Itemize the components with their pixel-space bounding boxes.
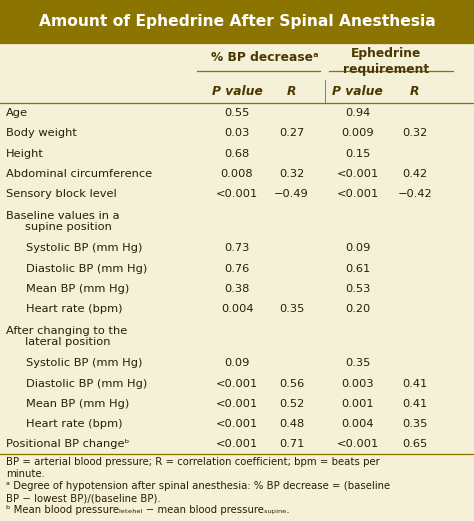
Text: 0.65: 0.65 xyxy=(402,439,428,449)
Text: Positional BP changeᵇ: Positional BP changeᵇ xyxy=(6,439,129,449)
Text: 0.53: 0.53 xyxy=(345,284,371,294)
Text: Mean BP (mm Hg): Mean BP (mm Hg) xyxy=(26,399,129,409)
Text: 0.32: 0.32 xyxy=(402,129,428,139)
Text: After changing to the: After changing to the xyxy=(6,326,128,336)
Text: 0.71: 0.71 xyxy=(279,439,304,449)
Text: 0.41: 0.41 xyxy=(402,399,428,409)
Text: 0.55: 0.55 xyxy=(224,108,250,118)
Text: Diastolic BP (mm Hg): Diastolic BP (mm Hg) xyxy=(26,264,147,274)
Text: % BP decreaseᵃ: % BP decreaseᵃ xyxy=(210,51,318,64)
Text: 0.27: 0.27 xyxy=(279,129,304,139)
Text: Systolic BP (mm Hg): Systolic BP (mm Hg) xyxy=(26,358,143,368)
Text: 0.35: 0.35 xyxy=(279,304,304,314)
Text: Diastolic BP (mm Hg): Diastolic BP (mm Hg) xyxy=(26,379,147,389)
Text: Heart rate (bpm): Heart rate (bpm) xyxy=(26,304,123,314)
Text: 0.20: 0.20 xyxy=(345,304,371,314)
Text: 0.004: 0.004 xyxy=(342,419,374,429)
Text: <0.001: <0.001 xyxy=(337,189,379,199)
Text: −0.49: −0.49 xyxy=(274,189,309,199)
Text: 0.56: 0.56 xyxy=(279,379,304,389)
Text: Sensory block level: Sensory block level xyxy=(6,189,117,199)
Text: <0.001: <0.001 xyxy=(216,379,258,389)
Bar xyxy=(0,0,474,43)
Text: −0.42: −0.42 xyxy=(397,189,432,199)
Text: 0.09: 0.09 xyxy=(224,358,250,368)
Text: 0.52: 0.52 xyxy=(279,399,304,409)
Text: ᵃ Degree of hypotension after spinal anesthesia: % BP decrease = (baseline: ᵃ Degree of hypotension after spinal ane… xyxy=(6,481,390,491)
Text: Amount of Ephedrine After Spinal Anesthesia: Amount of Ephedrine After Spinal Anesthe… xyxy=(38,14,436,29)
Text: 0.35: 0.35 xyxy=(402,419,428,429)
Text: P value: P value xyxy=(332,85,383,98)
Text: 0.61: 0.61 xyxy=(345,264,371,274)
Text: 0.001: 0.001 xyxy=(342,399,374,409)
Text: 0.003: 0.003 xyxy=(342,379,374,389)
Text: 0.73: 0.73 xyxy=(224,243,250,253)
Text: P value: P value xyxy=(211,85,263,98)
Text: <0.001: <0.001 xyxy=(337,169,379,179)
Text: 0.03: 0.03 xyxy=(224,129,250,139)
Text: <0.001: <0.001 xyxy=(216,439,258,449)
Text: 0.008: 0.008 xyxy=(221,169,253,179)
Text: 0.35: 0.35 xyxy=(345,358,371,368)
Text: Height: Height xyxy=(6,148,44,158)
Text: ᵇ Mean blood pressureₗₑₜₑₕₑₗ − mean blood pressureₛᵤₚᵢₙₑ.: ᵇ Mean blood pressureₗₑₜₑₕₑₗ − mean bloo… xyxy=(6,505,290,515)
Text: 0.38: 0.38 xyxy=(224,284,250,294)
Text: supine position: supine position xyxy=(25,222,112,232)
Text: BP = arterial blood pressure; R = correlation coefficient; bpm = beats per: BP = arterial blood pressure; R = correl… xyxy=(6,457,380,467)
Text: 0.42: 0.42 xyxy=(402,169,428,179)
Text: <0.001: <0.001 xyxy=(337,439,379,449)
Text: R: R xyxy=(287,85,296,98)
Text: Baseline values in a: Baseline values in a xyxy=(6,210,119,220)
Text: BP − lowest BP)/(baseline BP).: BP − lowest BP)/(baseline BP). xyxy=(6,493,161,503)
Text: <0.001: <0.001 xyxy=(216,399,258,409)
Text: lateral position: lateral position xyxy=(25,337,110,347)
Text: <0.001: <0.001 xyxy=(216,419,258,429)
Text: Abdominal circumference: Abdominal circumference xyxy=(6,169,152,179)
Text: <0.001: <0.001 xyxy=(216,189,258,199)
Text: 0.09: 0.09 xyxy=(345,243,371,253)
Text: Mean BP (mm Hg): Mean BP (mm Hg) xyxy=(26,284,129,294)
Text: 0.68: 0.68 xyxy=(224,148,250,158)
Text: minute.: minute. xyxy=(6,469,45,479)
Text: Age: Age xyxy=(6,108,28,118)
Text: 0.004: 0.004 xyxy=(221,304,253,314)
Text: 0.009: 0.009 xyxy=(342,129,374,139)
Text: Systolic BP (mm Hg): Systolic BP (mm Hg) xyxy=(26,243,143,253)
Text: 0.32: 0.32 xyxy=(279,169,304,179)
Text: Body weight: Body weight xyxy=(6,129,77,139)
Text: 0.48: 0.48 xyxy=(279,419,304,429)
Text: Heart rate (bpm): Heart rate (bpm) xyxy=(26,419,123,429)
Text: 0.15: 0.15 xyxy=(345,148,371,158)
Text: 0.76: 0.76 xyxy=(224,264,250,274)
Text: 0.94: 0.94 xyxy=(345,108,371,118)
Text: Ephedrine
requirement: Ephedrine requirement xyxy=(343,47,429,76)
Text: R: R xyxy=(410,85,419,98)
Text: 0.41: 0.41 xyxy=(402,379,428,389)
